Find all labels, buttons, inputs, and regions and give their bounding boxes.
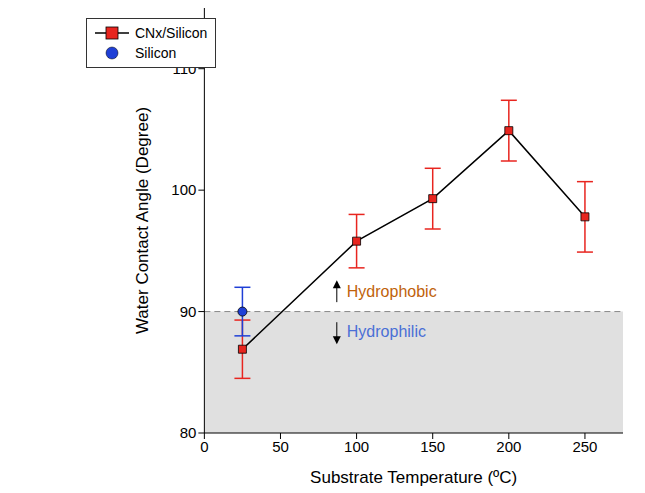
svg-text:80: 80 [180,424,197,441]
svg-text:100: 100 [344,438,369,455]
html-text:CNx/Silicon: CNx/Silicon [135,25,208,41]
svg-text:150: 150 [420,438,445,455]
svg-text:90: 90 [180,303,197,320]
svg-text:Substrate Temperature (ºC): Substrate Temperature (ºC) [310,468,517,487]
svg-text:50: 50 [272,438,289,455]
svg-text:110: 110 [172,60,196,77]
svg-text:100: 100 [171,181,196,198]
html-text:Silicon: Silicon [135,45,177,61]
svg-text:200: 200 [496,438,521,455]
svg-text:Hydrophobic: Hydrophobic [347,283,437,300]
svg-text:Hydrophilic: Hydrophilic [347,323,426,340]
svg-text:250: 250 [572,438,597,455]
svg-text:0: 0 [200,438,208,455]
svg-text:Water Contact Angle (Degree): Water Contact Angle (Degree) [133,107,152,334]
